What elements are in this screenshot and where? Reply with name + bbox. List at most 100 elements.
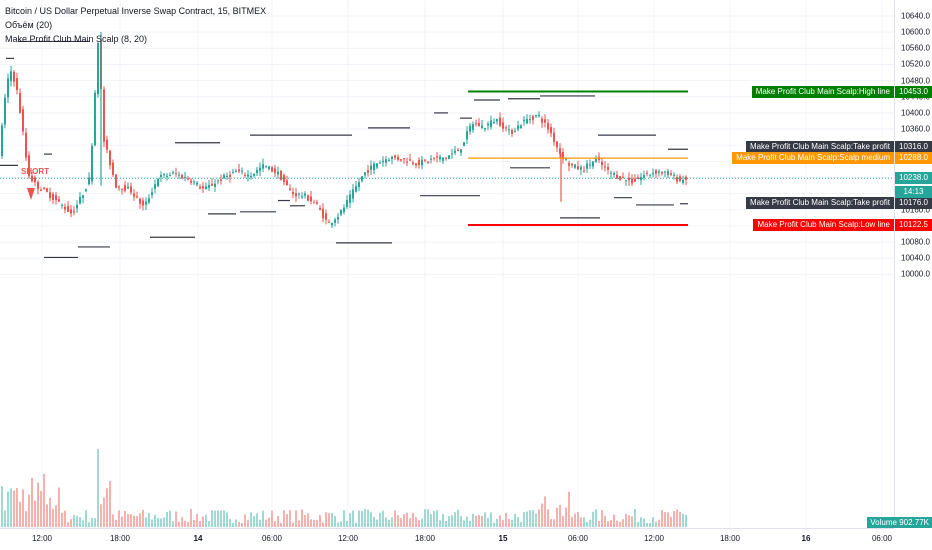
volume-bar [646,522,648,527]
volume-bar [424,509,426,527]
candle-body [493,121,495,124]
volume-bar [103,497,105,527]
volume-bar [175,511,177,527]
volume-bar [307,513,309,527]
candle-body [511,129,513,134]
volume-bar [193,519,195,527]
candle-body [619,176,621,180]
volume-bar [583,517,585,527]
volume-bar [529,510,531,527]
candle-body [322,208,324,219]
candle-body [547,122,549,130]
candle-body [253,173,255,176]
candle-body [262,164,264,169]
volume-bar [541,503,543,527]
candle-body [19,93,21,114]
candle-body [421,159,423,166]
volume-bar [325,512,327,527]
time-axis[interactable]: 12:00 18:00 14 06:00 12:00 18:00 15 06:00 12:00 1… [0,528,894,550]
level-label: Make Profit Club Main Scalp:Scalp medium [732,152,894,165]
price-plot[interactable] [0,0,894,528]
candle-body [211,183,213,186]
symbol-title[interactable]: Bitcoin / US Dollar Perpetual Inverse Sw… [5,6,267,16]
volume-legend[interactable]: Объём (20) [5,20,53,30]
volume-bar [346,521,348,527]
volume-bar [550,519,552,527]
candle-body [679,176,681,182]
volume-bar [448,516,450,527]
volume-bar [547,509,549,527]
candle-body [469,126,471,132]
volume-bar [166,511,168,527]
candle-body [295,193,297,197]
candle-body [400,159,402,161]
candle-body [73,211,75,213]
candle-body [658,171,660,173]
candle-body [610,172,612,174]
candle-body [139,198,141,204]
chart-area[interactable]: Bitcoin / US Dollar Perpetual Inverse Sw… [0,0,894,528]
volume-bar [4,510,6,527]
candle-body [526,119,528,124]
volume-bar [601,510,603,527]
candle-body [550,127,552,134]
candle-body [454,150,456,153]
candle-body [277,171,279,175]
candle-body [373,163,375,171]
volume-bar [130,514,132,527]
candle-body [649,174,651,176]
price-tick: 10520.0 [901,59,930,69]
candle-body [475,123,477,125]
volume-bar [115,519,117,527]
volume-bar [256,513,258,527]
volume-bar [211,510,213,527]
candle-body [559,148,561,155]
candle-body [88,177,90,185]
candle-body [637,177,639,180]
volume-bar [685,514,687,527]
volume-bar [319,515,321,527]
level-price-tag: 10453.0 [895,85,932,98]
candle-body [601,161,603,166]
volume-bar [280,522,282,527]
volume-bar [670,516,672,527]
price-tick: 10000.0 [901,269,930,279]
volume-bar [622,519,624,527]
candle-body [235,171,237,173]
volume-bar [25,511,27,527]
candle-body [343,207,345,212]
candle-body [427,161,429,163]
time-tick: 18:00 [109,534,131,543]
price-axis[interactable]: 10640.010600.010560.010520.010480.010440… [894,0,932,528]
candle-body [208,185,210,188]
volume-bar [151,519,153,527]
volume-bar [481,515,483,527]
volume-bar [409,518,411,527]
volume-bar [682,513,684,527]
volume-bar [205,514,207,527]
candle-body [340,210,342,215]
volume-bar [163,517,165,527]
candle-body [196,182,198,185]
volume-bar [148,513,150,527]
candle-body [613,173,615,175]
volume-bar [577,512,579,527]
volume-bar [274,521,276,527]
volume-bar [361,510,363,527]
current-price-tag: 10238.0 [895,172,932,185]
candle-body [484,127,486,130]
price-tick: 10560.0 [901,43,930,53]
candle-body [118,186,120,188]
candle-body [283,175,285,183]
volume-bar [667,512,669,527]
candle-body [490,120,492,127]
candle-body [430,158,432,160]
indicator-legend[interactable]: Make Profit Club Main Scalp (8, 20) [5,34,148,44]
candle-body [205,186,207,189]
candle-body [304,193,306,196]
time-tick: 15 [498,534,508,543]
volume-bar [82,520,84,527]
volume-bar [358,510,360,527]
volume-bar [349,513,351,527]
candle-body [592,161,594,167]
